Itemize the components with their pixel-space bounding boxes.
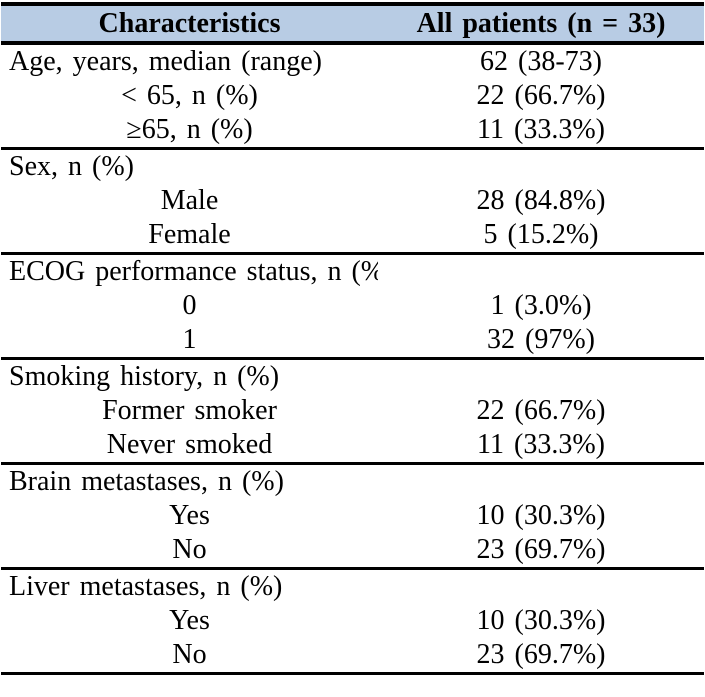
row-label: Brain metastases, n (%) [9, 466, 284, 497]
row-label: Yes [169, 605, 210, 636]
table-row: ECOG performance status, n (%) [1, 254, 704, 290]
row-value: 23 (69.7%) [476, 534, 606, 565]
table-row: 1 32 (97%) [1, 323, 704, 359]
table-row: Age, years, median (range) 62 (38-73) [1, 43, 704, 79]
row-label: ≥65, n (%) [126, 114, 253, 145]
table-row: No 23 (69.7%) [1, 638, 704, 674]
row-label: Female [148, 219, 231, 250]
row-label: Liver metastases, n (%) [9, 571, 283, 602]
row-value: 32 (97%) [487, 324, 595, 355]
table-section-4: Brain metastases, n (%) Yes 10 (30.3%) No 23… [1, 464, 704, 569]
table-row: Female 5 (15.2%) [1, 218, 704, 254]
row-value: 10 (30.3%) [476, 500, 606, 531]
table-section-1: Sex, n (%) Male 28 (84.8%) Female 5 (15.2%) [1, 149, 704, 254]
table-row: < 65, n (%) 22 (66.7%) [1, 79, 704, 113]
row-value [378, 149, 704, 185]
row-value: 22 (66.7%) [476, 395, 606, 426]
row-label: Former smoker [102, 395, 277, 426]
row-value: 11 (33.3%) [477, 114, 605, 145]
table-row: Brain metastases, n (%) [1, 464, 704, 500]
table-section-3: Smoking history, n (%) Former smoker 22 (6… [1, 359, 704, 464]
row-label: No [172, 639, 207, 670]
table-row: Yes 10 (30.3%) [1, 499, 704, 533]
table-row: Yes 10 (30.3%) [1, 604, 704, 638]
patient-characteristics-table: Characteristics All patients (n = 33) Ag… [1, 2, 704, 675]
row-label: Smoking history, n (%) [9, 361, 280, 392]
row-value [378, 359, 704, 395]
row-value [378, 569, 704, 605]
row-label: Sex, n (%) [9, 151, 134, 182]
header-cell-characteristics: Characteristics [1, 4, 378, 43]
table-row: No 23 (69.7%) [1, 533, 704, 569]
row-label: No [172, 534, 207, 565]
table-row: Sex, n (%) [1, 149, 704, 185]
row-value [378, 254, 704, 290]
row-label: Age, years, median (range) [9, 46, 322, 77]
row-label: < 65, n (%) [121, 80, 258, 111]
table-row: Male 28 (84.8%) [1, 184, 704, 218]
row-value: 1 (3.0%) [490, 290, 592, 321]
table-header: Characteristics All patients (n = 33) [1, 4, 704, 43]
table-row: ≥65, n (%) 11 (33.3%) [1, 113, 704, 149]
table-row: 0 1 (3.0%) [1, 289, 704, 323]
header-cell-all-patients: All patients (n = 33) [378, 4, 704, 43]
table-section-0: Age, years, median (range) 62 (38-73) < 65… [1, 43, 704, 149]
row-label: 1 [182, 324, 197, 355]
table-row: Liver metastases, n (%) [1, 569, 704, 605]
row-label: ECOG performance status, n (%) [9, 256, 378, 287]
row-value: 11 (33.3%) [477, 429, 605, 460]
row-label: Never smoked [106, 429, 273, 460]
row-value: 5 (15.2%) [483, 219, 599, 250]
header-row: Characteristics All patients (n = 33) [1, 4, 704, 43]
table-row: Never smoked 11 (33.3%) [1, 428, 704, 464]
table-section-2: ECOG performance status, n (%) 0 1 (3.0%) 1… [1, 254, 704, 359]
row-value: 10 (30.3%) [476, 605, 606, 636]
row-value: 62 (38-73) [480, 46, 602, 77]
row-label: Male [160, 185, 219, 216]
row-label: 0 [182, 290, 197, 321]
row-label: Yes [169, 500, 210, 531]
table-row: Former smoker 22 (66.7%) [1, 394, 704, 428]
row-value [378, 464, 704, 500]
row-value: 23 (69.7%) [476, 639, 606, 670]
table-section-5: Liver metastases, n (%) Yes 10 (30.3%) No 23… [1, 569, 704, 674]
row-value: 22 (66.7%) [476, 80, 606, 111]
table-row: Smoking history, n (%) [1, 359, 704, 395]
row-value: 28 (84.8%) [476, 185, 606, 216]
